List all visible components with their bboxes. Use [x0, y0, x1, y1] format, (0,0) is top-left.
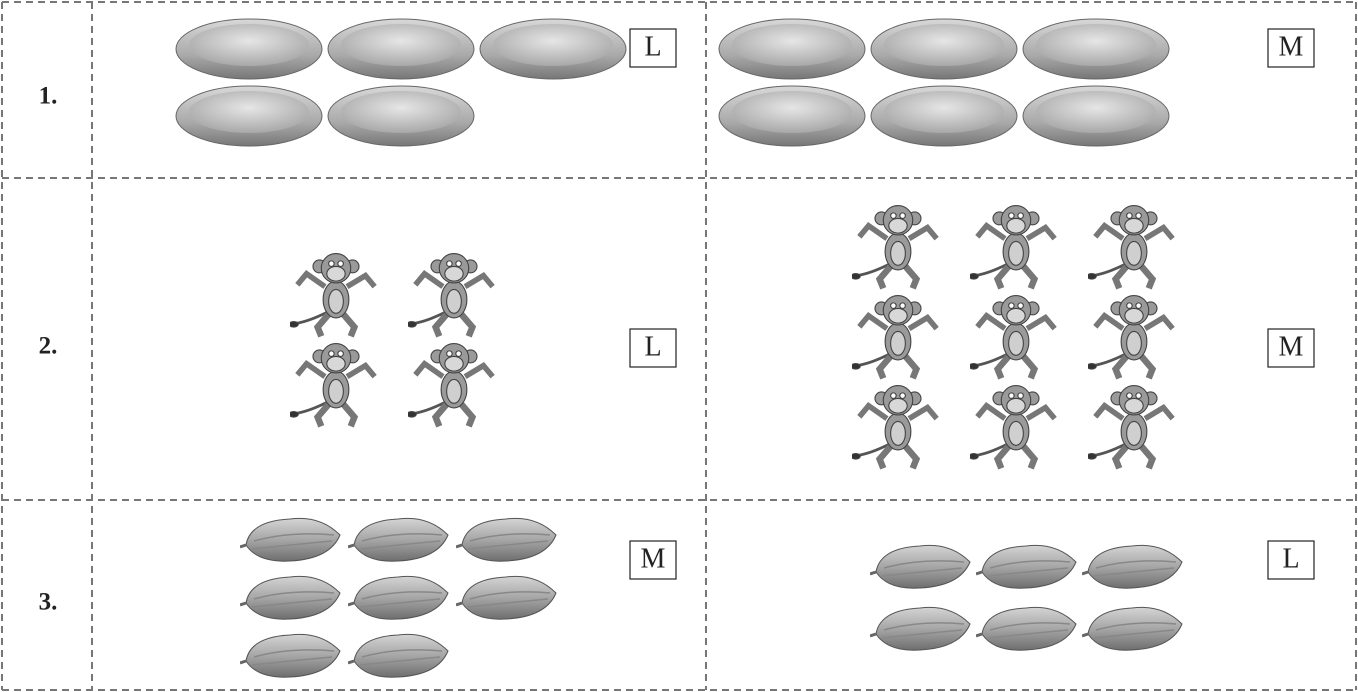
papaya-icon — [348, 574, 450, 621]
monkey-icon — [289, 344, 375, 427]
papaya-icon — [1082, 543, 1184, 590]
monkey-icon — [1087, 296, 1173, 379]
answer-box — [1267, 328, 1315, 368]
papaya-icon — [456, 574, 558, 621]
plate-icon — [1022, 18, 1170, 80]
answer-box — [1267, 540, 1315, 580]
answer-label: M — [1279, 31, 1304, 62]
papaya-icon — [1082, 605, 1184, 652]
picture-group — [240, 516, 558, 679]
picture-group — [289, 254, 493, 427]
papaya-icon — [870, 605, 972, 652]
picture-group — [718, 18, 1170, 147]
answer-box — [629, 328, 677, 368]
monkey-icon — [851, 296, 937, 379]
papaya-icon — [976, 605, 1078, 652]
answer-label: L — [644, 331, 661, 362]
plate-icon — [175, 85, 323, 147]
row-number: 3. — [39, 589, 58, 616]
papaya-icon — [348, 516, 450, 563]
papaya-icon — [456, 516, 558, 563]
plate-icon — [175, 18, 323, 80]
monkey-icon — [407, 344, 493, 427]
papaya-icon — [240, 632, 342, 679]
answer-label: M — [641, 543, 666, 574]
answer-label: L — [1282, 543, 1299, 574]
picture-group — [851, 206, 1173, 469]
papaya-icon — [240, 516, 342, 563]
papaya-icon — [240, 574, 342, 621]
plate-icon — [327, 85, 475, 147]
papaya-icon — [348, 632, 450, 679]
answer-box — [1267, 28, 1315, 68]
monkey-icon — [289, 254, 375, 337]
monkey-icon — [969, 386, 1055, 469]
answer-box — [629, 28, 677, 68]
row-number: 2. — [39, 333, 58, 360]
plate-icon — [327, 18, 475, 80]
monkey-icon — [1087, 206, 1173, 289]
picture-group — [175, 18, 627, 147]
plate-icon — [718, 18, 866, 80]
plate-icon — [1022, 85, 1170, 147]
plate-icon — [479, 18, 627, 80]
monkey-icon — [851, 386, 937, 469]
picture-group — [870, 543, 1184, 652]
answer-label: M — [1279, 331, 1304, 362]
row-number: 1. — [39, 83, 58, 110]
answer-label: L — [644, 31, 661, 62]
plate-icon — [870, 85, 1018, 147]
answer-box — [629, 540, 677, 580]
plate-icon — [718, 85, 866, 147]
papaya-icon — [870, 543, 972, 590]
monkey-icon — [1087, 386, 1173, 469]
monkey-icon — [407, 254, 493, 337]
monkey-icon — [969, 206, 1055, 289]
monkey-icon — [969, 296, 1055, 379]
monkey-icon — [851, 206, 937, 289]
papaya-icon — [976, 543, 1078, 590]
plate-icon — [870, 18, 1018, 80]
